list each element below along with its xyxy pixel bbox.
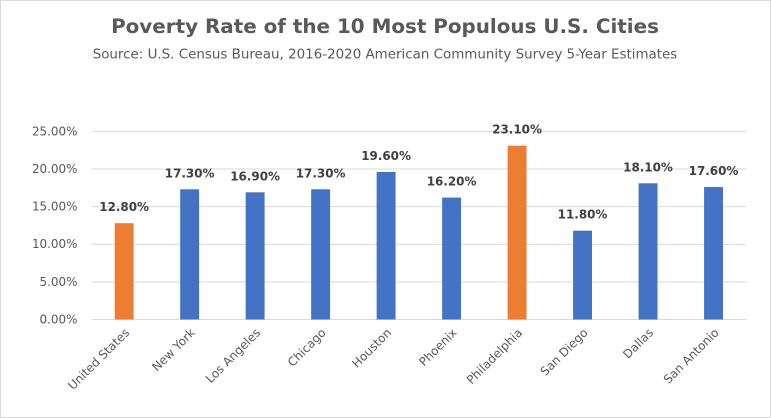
y-tick-label: 5.00% xyxy=(40,275,78,289)
data-label: 11.80% xyxy=(558,208,608,222)
bars xyxy=(114,145,723,320)
y-axis-tick-labels: 0.00% 5.00% 10.00% 15.00% 20.00% 25.00% xyxy=(32,124,78,326)
y-tick-label: 0.00% xyxy=(40,312,78,326)
category-label: New York xyxy=(149,326,198,375)
category-label: Los Angeles xyxy=(203,326,263,386)
category-label: San Diego xyxy=(538,326,591,379)
data-label: 17.60% xyxy=(689,164,739,178)
bar xyxy=(507,145,527,320)
bar xyxy=(180,189,200,320)
data-label: 16.90% xyxy=(230,169,280,183)
data-label: 12.80% xyxy=(99,200,149,214)
data-label: 16.20% xyxy=(427,175,477,189)
y-tick-label: 20.00% xyxy=(32,162,78,176)
y-tick-label: 15.00% xyxy=(32,200,78,214)
chart-title: Poverty Rate of the 10 Most Populous U.S… xyxy=(111,15,659,38)
bar xyxy=(311,189,331,320)
data-label: 17.30% xyxy=(165,166,215,180)
bar xyxy=(442,197,462,320)
data-label: 17.30% xyxy=(296,166,346,180)
y-tick-label: 10.00% xyxy=(32,237,78,251)
bar xyxy=(114,223,134,320)
category-label: San Antonio xyxy=(661,326,722,387)
category-label: Houston xyxy=(349,326,394,371)
data-label: 23.10% xyxy=(492,123,542,137)
y-tick-label: 25.00% xyxy=(32,124,78,138)
bar xyxy=(376,172,396,320)
bar xyxy=(704,187,723,320)
bar xyxy=(573,230,593,320)
x-axis-category-labels: United States New York Los Angeles Chicago H… xyxy=(65,326,721,393)
bar xyxy=(638,183,658,320)
category-label: Dallas xyxy=(620,326,656,362)
data-label: 18.10% xyxy=(623,160,673,174)
data-labels: 12.80% 17.30% 16.90% 17.30% 19.60% 16.20% 23.1… xyxy=(99,123,738,222)
category-label: Philadelphia xyxy=(464,326,525,387)
bar xyxy=(245,192,265,320)
chart-subtitle: Source: U.S. Census Bureau, 2016-2020 Am… xyxy=(93,48,678,63)
data-label: 19.60% xyxy=(361,149,411,163)
category-label: United States xyxy=(65,326,132,393)
gridlines xyxy=(91,130,747,320)
category-label: Phoenix xyxy=(416,326,459,369)
category-label: Chicago xyxy=(285,326,329,370)
